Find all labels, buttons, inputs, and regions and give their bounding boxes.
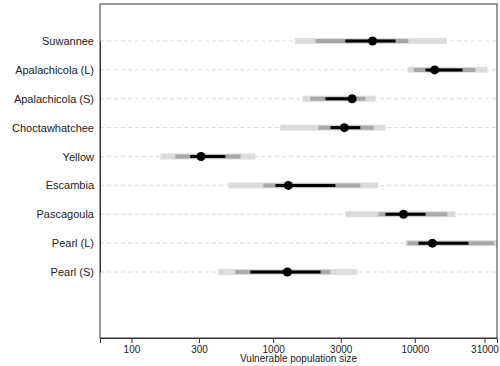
y-axis-line: [100, 42, 101, 273]
sample-range: [405, 240, 497, 246]
y-tick: Apalachicola (L): [15, 64, 100, 76]
y-tick: Pascagoula: [37, 208, 101, 220]
median-point: [368, 37, 377, 46]
x-tick-mark: [484, 338, 485, 343]
grid-line: [100, 214, 497, 215]
median-point: [284, 181, 293, 190]
x-tick-mark: [341, 338, 342, 343]
y-tick: Suwannee: [42, 35, 100, 47]
y-tick: Pearl (S): [51, 266, 100, 278]
y-tick-label: Choctawhatchee: [12, 122, 94, 134]
x-tick-mark: [415, 338, 416, 343]
sample-range: [160, 154, 255, 160]
grid: [100, 41, 497, 272]
y-tick-label: Escambia: [46, 179, 95, 191]
x-tick-label: 31000: [471, 344, 499, 355]
y-tick: Choctawhatchee: [12, 122, 100, 134]
x-tick: 10000: [401, 338, 429, 355]
y-tick-label: Pearl (S): [51, 266, 94, 278]
plot-area: [160, 37, 497, 277]
chart: 100300100030001000031000SuwanneeApalachi…: [0, 0, 500, 366]
x-tick-mark: [131, 338, 132, 343]
outer-interval: [378, 212, 447, 216]
median-point: [430, 65, 439, 74]
x-tick: 31000: [471, 338, 499, 355]
outer-interval: [407, 241, 494, 245]
median-point: [348, 94, 357, 103]
median-point: [340, 123, 349, 132]
y-tick: Pearl (L): [52, 237, 100, 249]
y-tick-label: Pascagoula: [37, 208, 95, 220]
x-tick-label: 10000: [401, 344, 429, 355]
outer-interval: [310, 97, 365, 101]
x-tick-label: 100: [124, 344, 141, 355]
x-tick-mark: [199, 338, 200, 343]
y-tick: Apalachicola (S): [14, 93, 100, 105]
grid-line: [100, 156, 497, 157]
median-point: [283, 268, 292, 277]
x-tick-label: 300: [191, 344, 208, 355]
y-tick-label: Apalachicola (L): [15, 64, 94, 76]
y-tick-label: Apalachicola (S): [14, 93, 94, 105]
grid-line: [100, 185, 497, 186]
grid-line: [100, 272, 497, 273]
x-tick-mark: [273, 338, 274, 343]
y-tick-label: Suwannee: [42, 35, 94, 47]
median-point: [399, 210, 408, 219]
y-tick-label: Yellow: [63, 151, 94, 163]
grid-line: [100, 98, 497, 99]
sample-range: [407, 67, 487, 73]
outer-interval: [175, 155, 240, 159]
grid-line: [100, 243, 497, 244]
plot-frame: [100, 4, 497, 338]
sample-range: [280, 125, 385, 131]
sample-range: [228, 182, 378, 188]
outer-interval: [263, 183, 360, 187]
y-tick: Yellow: [63, 151, 100, 163]
x-axis-title: Vulnerable population size: [240, 353, 357, 364]
sample-range: [302, 96, 375, 102]
median-point: [428, 239, 437, 248]
outer-interval: [414, 68, 476, 72]
y-axis: Suwannee Apalachicola (L) Apalachicola (S)…: [12, 35, 100, 278]
median-point: [197, 152, 206, 161]
inner-interval: [418, 242, 468, 245]
y-tick-label: Pearl (L): [52, 237, 94, 249]
x-axis-line: [101, 339, 498, 344]
x-tick: 100: [124, 338, 141, 355]
outer-interval: [315, 39, 408, 43]
inner-interval: [190, 155, 225, 158]
y-tick: Escambia: [46, 179, 100, 191]
x-tick: 300: [191, 338, 208, 355]
